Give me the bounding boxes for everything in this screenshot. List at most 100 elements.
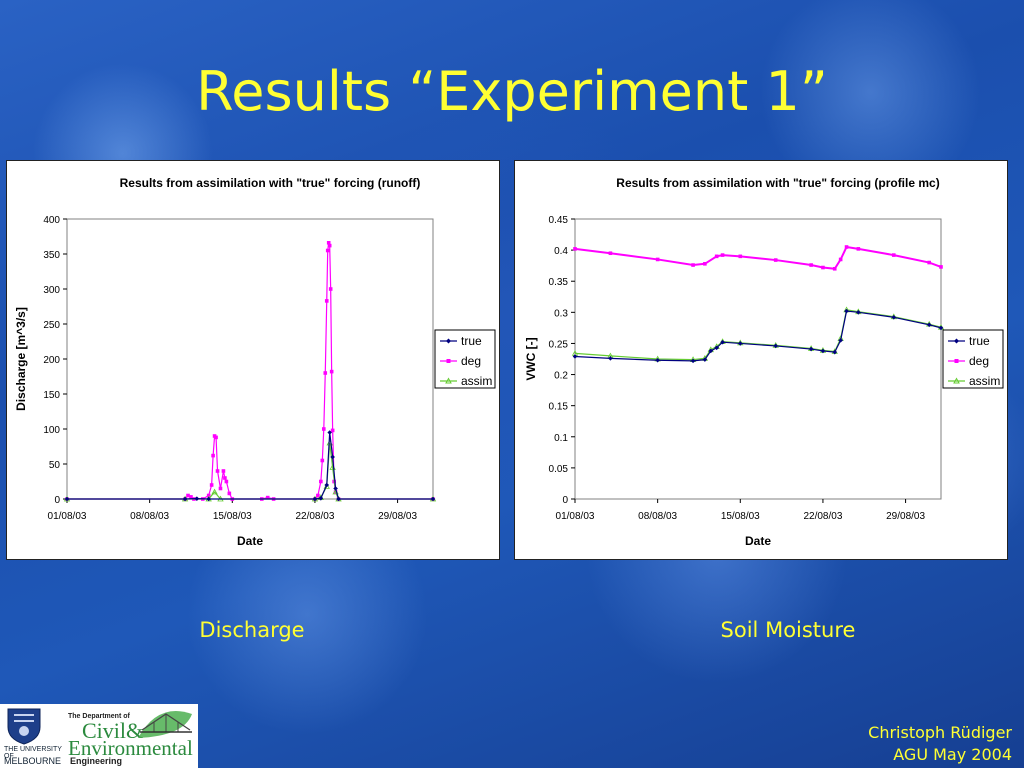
y-tick-label: 0.2 (554, 371, 568, 382)
y-tick-label: 0.15 (549, 402, 569, 413)
university-crest-icon (7, 708, 41, 745)
legend-marker-deg (446, 359, 451, 363)
data-point-deg (215, 469, 220, 473)
data-point-true (430, 496, 436, 502)
data-point-true (926, 322, 932, 328)
event-name: AGU May 2004 (893, 745, 1012, 764)
series-line-true (67, 432, 433, 500)
series-line-assim (67, 442, 433, 500)
data-point-deg (714, 254, 719, 259)
department-line-3: Environmental (68, 736, 193, 760)
data-point-assim (323, 483, 330, 489)
data-point-deg (214, 435, 218, 440)
x-tick-label: 01/08/03 (48, 511, 87, 522)
university-line-2: MELBOURNE (4, 756, 62, 766)
legend-label-deg: deg (969, 354, 989, 368)
x-tick-label: 08/08/03 (638, 511, 677, 522)
y-tick-label: 0.35 (549, 277, 569, 288)
x-axis-label: Date (237, 534, 263, 548)
plot-area (66, 218, 434, 500)
data-point-true (327, 430, 332, 435)
data-point-true (773, 343, 779, 349)
x-tick-label: 15/08/03 (721, 511, 760, 522)
data-point-true (206, 496, 211, 502)
y-tick-label: 0.45 (549, 215, 569, 226)
y-tick-label: 50 (49, 460, 61, 471)
chart-title: Results from assimilation with "true" fo… (616, 176, 939, 190)
data-point-true (832, 349, 838, 355)
caption-soil-moisture: Soil Moisture (720, 618, 856, 642)
data-point-deg (326, 241, 331, 245)
department-line-4: Engineering (70, 756, 123, 766)
caption-discharge: Discharge (199, 618, 305, 642)
y-tick-label: 200 (43, 355, 60, 366)
data-point-true (856, 310, 861, 315)
legend-label-deg: deg (461, 354, 481, 368)
y-tick-label: 0.1 (554, 433, 568, 444)
series-line-deg (67, 242, 433, 500)
y-axis-label: Discharge [m^3/s] (14, 307, 28, 411)
data-point-deg (832, 266, 837, 271)
data-point-deg (738, 254, 743, 259)
soil-moisture-chart-panel: Results from assimilation with "true" fo… (514, 160, 1008, 560)
data-point-true (844, 308, 849, 314)
y-tick-label: 0.4 (554, 246, 568, 257)
data-point-true (608, 356, 613, 361)
data-point-deg (329, 369, 334, 374)
data-point-deg (265, 495, 270, 500)
y-tick-label: 0.25 (549, 339, 569, 350)
data-point-deg (327, 243, 332, 248)
chart-legend: true deg assim (942, 329, 1004, 389)
chart-title: Results from assimilation with "true" fo… (120, 176, 421, 190)
data-point-deg (608, 251, 613, 256)
x-tick-label: 01/08/03 (556, 511, 595, 522)
data-point-true (318, 496, 324, 501)
legend-label-assim: assim (461, 374, 492, 388)
series-line-deg (574, 245, 942, 270)
y-tick-label: 0.05 (549, 464, 569, 475)
legend-marker-assim (445, 377, 452, 384)
data-point-deg (809, 263, 813, 267)
data-point-true (312, 496, 318, 502)
x-axis-label: Date (745, 534, 771, 548)
data-point-deg (325, 248, 330, 253)
data-point-deg (655, 257, 660, 262)
y-tick-label: 0 (562, 495, 568, 506)
data-point-deg (844, 245, 849, 249)
data-point-true (714, 345, 719, 351)
x-tick-label: 22/08/03 (295, 511, 334, 522)
data-point-deg (189, 495, 193, 499)
data-point-true (808, 346, 814, 352)
data-point-deg (927, 260, 931, 265)
y-tick-label: 150 (43, 390, 60, 401)
credit-block: Christoph Rüdiger AGU May 2004 (868, 722, 1012, 766)
legend-label-true: true (969, 334, 990, 348)
discharge-chart-panel: Results from assimilation with "true" fo… (6, 160, 500, 560)
soil-moisture-chart: Results from assimilation with "true" fo… (524, 176, 1004, 548)
data-point-deg (328, 287, 333, 291)
data-point-deg (821, 265, 825, 270)
author-name: Christoph Rüdiger (868, 723, 1012, 742)
data-point-deg (939, 265, 943, 269)
logo-strip: THE UNIVERSITY OF MELBOURNE The Departme… (0, 704, 198, 768)
data-point-deg (320, 458, 325, 463)
legend-label-true: true (461, 334, 482, 348)
x-tick-label: 29/08/03 (886, 511, 925, 522)
data-point-true (572, 354, 578, 359)
data-point-true (838, 338, 843, 343)
data-point-deg (319, 479, 323, 484)
data-point-true (891, 315, 897, 320)
discharge-chart: Results from assimilation with "true" fo… (14, 176, 496, 548)
legend-box (434, 329, 496, 389)
data-point-deg (323, 371, 328, 375)
data-point-true (708, 348, 714, 354)
legend-label-assim: assim (969, 374, 1000, 388)
y-tick-label: 350 (43, 250, 60, 261)
y-tick-label: 400 (43, 215, 60, 226)
data-point-deg (218, 486, 223, 491)
y-tick-label: 0.3 (554, 308, 568, 319)
slide-title: Results “Experiment 1” (196, 60, 828, 123)
data-point-true (64, 496, 70, 502)
data-point-true (690, 358, 696, 364)
legend-marker-true (954, 338, 959, 344)
